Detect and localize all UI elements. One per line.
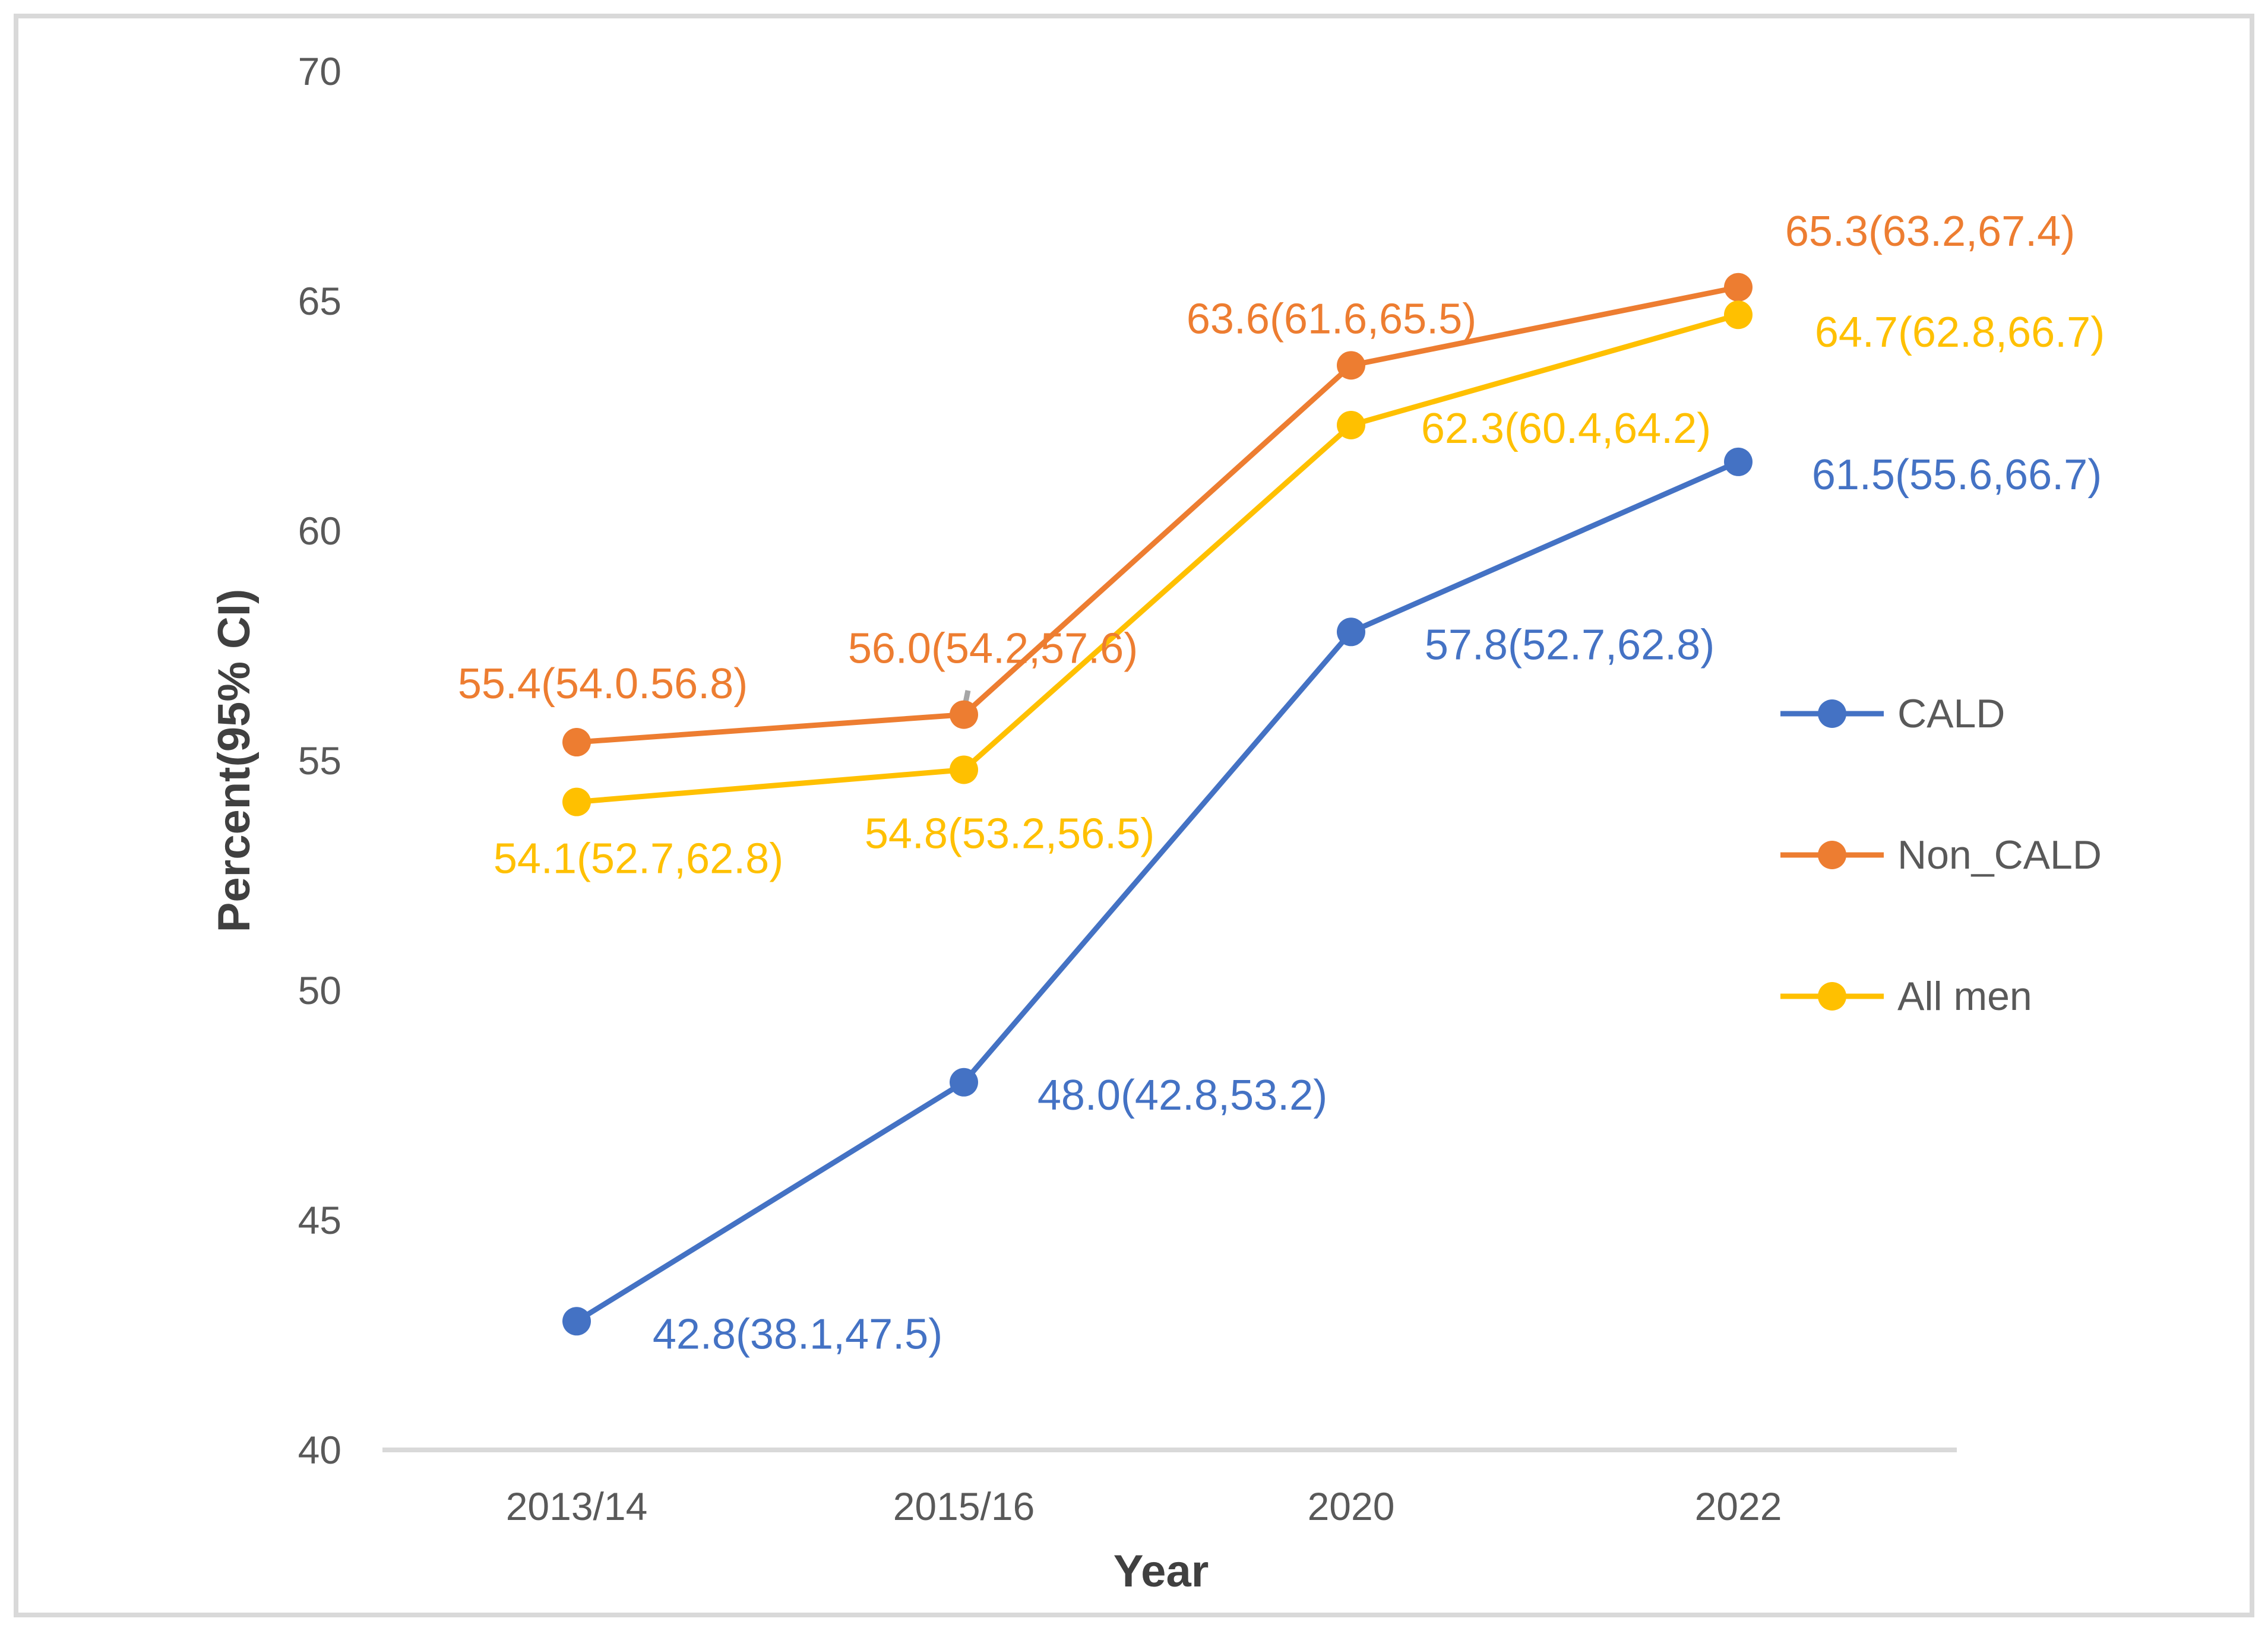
legend: CALD Non_CALD All men (1780, 691, 2102, 1019)
figure-border (14, 14, 2254, 1617)
data-label-non-cald: 63.6(61.6,65.5) (1187, 295, 1476, 343)
legend-marker-non-cald (1818, 841, 1846, 869)
y-tick-label: 70 (298, 49, 341, 93)
data-point-marker-non-cald (1337, 351, 1365, 380)
y-tick-label: 45 (298, 1198, 341, 1242)
y-axis-title: Percent(95% CI) (209, 589, 260, 933)
data-point-marker-non-cald (562, 728, 591, 757)
data-point-marker-all-men (562, 787, 591, 816)
legend-label-non-cald: Non_CALD (1897, 832, 2102, 878)
y-tick-label: 40 (298, 1428, 341, 1472)
data-label-cald: 57.8(52.7,62.8) (1425, 621, 1715, 669)
data-point-marker-non-cald (950, 700, 978, 729)
x-tick-labels: 2013/14 2015/16 2020 2022 (506, 1484, 1782, 1528)
data-point-marker-all-men (1724, 300, 1753, 330)
data-label-all-men: 64.7(62.8,66.7) (1815, 309, 2105, 356)
y-tick-label: 60 (298, 509, 341, 553)
data-label-cald: 42.8(38.1,47.5) (653, 1310, 942, 1358)
series-line-non-cald (576, 284, 1739, 745)
data-label-non-cald: 55.4(54.0.56.8) (458, 660, 748, 708)
legend-item-cald: CALD (1780, 691, 2005, 736)
data-point-marker-all-men (1337, 410, 1365, 439)
x-axis-title: Year (1114, 1546, 1209, 1597)
data-label-cald: 61.5(55.6,66.7) (1812, 451, 2102, 499)
x-tick-label: 2013/14 (506, 1484, 648, 1528)
data-label-non-cald: 56.0(54.2,57.6) (848, 625, 1138, 673)
data-label-non-cald: 65.3(63.2,67.4) (1785, 208, 2075, 255)
data-label-all-men: 54.1(52.7,62.8) (494, 835, 783, 883)
data-point-marker-cald (1337, 617, 1365, 647)
y-tick-label: 65 (298, 279, 341, 323)
x-tick-label: 2022 (1695, 1484, 1782, 1528)
x-tick-label: 2015/16 (893, 1484, 1035, 1528)
data-point-marker-cald (562, 1307, 591, 1336)
series-line-all-men (576, 312, 1739, 805)
legend-item-all-men: All men (1780, 974, 2032, 1019)
x-tick-label: 2020 (1308, 1484, 1395, 1528)
y-tick-labels: 40 45 50 55 60 65 70 (298, 49, 341, 1472)
data-label-cald: 48.0(42.8,53.2) (1037, 1072, 1327, 1119)
series-non-cald (562, 273, 1753, 757)
data-point-marker-cald (1724, 447, 1753, 476)
series-line-cald (575, 459, 1739, 1324)
series-cald (562, 447, 1753, 1336)
legend-marker-all-men (1818, 982, 1846, 1011)
data-label-layer: 42.8(38.1,47.5) 48.0(42.8,53.2) 57.8(52.7,… (458, 208, 2105, 1358)
y-tick-label: 55 (298, 739, 341, 783)
legend-marker-cald (1818, 699, 1846, 728)
legend-item-non-cald: Non_CALD (1780, 832, 2102, 878)
data-point-marker-cald (950, 1068, 978, 1097)
legend-label-cald: CALD (1897, 691, 2005, 736)
y-tick-label: 50 (298, 968, 341, 1012)
data-point-marker-all-men (950, 755, 978, 784)
data-label-all-men: 54.8(53.2,56.5) (865, 810, 1154, 857)
legend-label-all-men: All men (1897, 974, 2032, 1019)
series-layer (562, 273, 1753, 1336)
series-all-men (562, 300, 1753, 816)
data-label-all-men: 62.3(60.4,64.2) (1421, 405, 1711, 452)
data-point-marker-non-cald (1724, 273, 1753, 302)
